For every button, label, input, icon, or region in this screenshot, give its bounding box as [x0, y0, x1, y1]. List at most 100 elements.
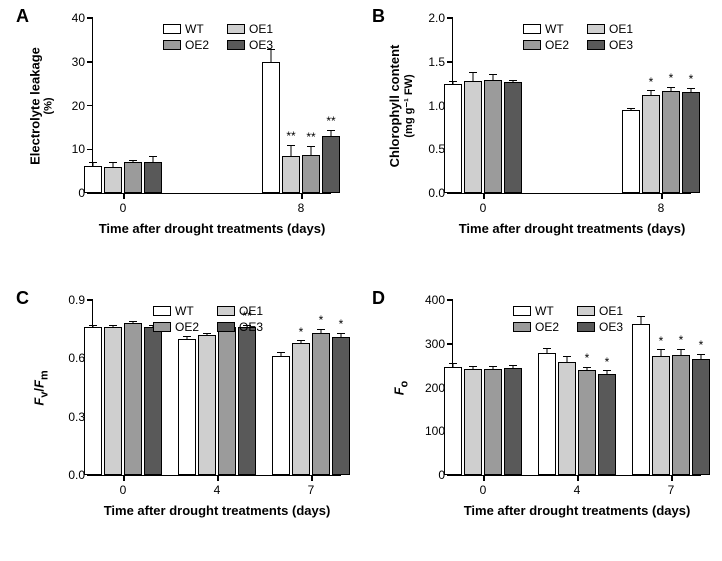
- panel-label-b: B: [372, 6, 385, 27]
- error-bar: [281, 353, 282, 357]
- error-bar: [311, 146, 312, 155]
- error-cap: [543, 348, 551, 349]
- legend: WTOE1OE2OE3: [153, 304, 277, 336]
- x-tick-label: 0: [120, 483, 127, 497]
- bar: [682, 92, 700, 193]
- y-axis-title: Fo: [392, 380, 411, 395]
- error-cap: [327, 130, 335, 131]
- error-bar: [493, 74, 494, 80]
- y-tick-label: 400: [425, 293, 445, 307]
- legend-label: OE1: [609, 22, 637, 36]
- error-cap: [317, 329, 325, 330]
- y-axis-title: Chlorophyll content(mg g⁻¹ FW): [387, 44, 415, 167]
- bar: [84, 327, 102, 475]
- legend: WTOE1OE2OE3: [163, 22, 287, 54]
- error-cap: [647, 90, 655, 91]
- bar: [632, 324, 650, 475]
- y-tick-label: 0.0: [428, 186, 445, 200]
- legend-swatch: [217, 306, 235, 316]
- error-cap: [657, 349, 665, 350]
- y-tick-label: 200: [425, 381, 445, 395]
- bar: [144, 327, 162, 475]
- x-tick: [311, 475, 313, 481]
- legend: WTOE1OE2OE3: [513, 304, 637, 336]
- x-tick: [217, 475, 219, 481]
- y-tick-label: 10: [72, 142, 85, 156]
- legend-swatch: [577, 322, 595, 332]
- error-cap: [277, 352, 285, 353]
- bar: [652, 356, 670, 475]
- y-tick: [447, 61, 453, 63]
- x-tick-label: 8: [658, 201, 665, 215]
- error-bar: [113, 163, 114, 167]
- error-bar: [331, 130, 332, 136]
- bar: [322, 136, 340, 193]
- y-tick-label: 30: [72, 55, 85, 69]
- bar: [504, 82, 522, 193]
- error-bar: [567, 357, 568, 362]
- y-tick-label: 2.0: [428, 11, 445, 25]
- error-cap: [129, 160, 137, 161]
- significance-marker: *: [679, 333, 684, 347]
- error-cap: [637, 316, 645, 317]
- error-cap: [449, 81, 457, 82]
- y-tick-label: 0.3: [68, 410, 85, 424]
- panel-label-a: A: [16, 6, 29, 27]
- error-bar: [473, 72, 474, 81]
- bar: [484, 80, 502, 193]
- legend-swatch: [217, 322, 235, 332]
- y-tick-label: 0.6: [68, 351, 85, 365]
- x-tick: [671, 475, 673, 481]
- x-axis-title: Time after drought treatments (days): [104, 503, 331, 518]
- bar: [104, 167, 122, 193]
- significance-marker: **: [306, 130, 315, 144]
- error-bar: [661, 350, 662, 356]
- y-axis-title: Fv/Fm: [32, 370, 51, 405]
- error-cap: [337, 333, 345, 334]
- x-tick-label: 8: [298, 201, 305, 215]
- significance-marker: *: [319, 313, 324, 327]
- legend-label: OE2: [545, 38, 573, 52]
- legend-swatch: [163, 24, 181, 34]
- legend-swatch: [227, 24, 245, 34]
- legend-swatch: [153, 322, 171, 332]
- bar: [558, 362, 576, 475]
- legend-label: WT: [185, 22, 213, 36]
- y-tick-label: 1.5: [428, 55, 445, 69]
- bar: [272, 356, 290, 475]
- bar: [672, 355, 690, 475]
- significance-marker: **: [326, 114, 335, 128]
- y-tick: [87, 105, 93, 107]
- bar: [538, 353, 556, 475]
- error-cap: [449, 363, 457, 364]
- error-cap: [509, 80, 517, 81]
- legend-swatch: [587, 24, 605, 34]
- bar: [124, 323, 142, 475]
- bar: [642, 95, 660, 193]
- legend-swatch: [587, 40, 605, 50]
- legend-label: OE2: [175, 320, 203, 334]
- legend-label: OE3: [599, 320, 627, 334]
- legend-swatch: [163, 40, 181, 50]
- significance-marker: *: [689, 72, 694, 86]
- error-cap: [109, 162, 117, 163]
- error-cap: [469, 72, 477, 73]
- bar: [444, 367, 462, 475]
- significance-marker: *: [669, 71, 674, 85]
- error-cap: [697, 354, 705, 355]
- error-cap: [489, 74, 497, 75]
- legend-label: OE3: [609, 38, 637, 52]
- x-tick: [577, 475, 579, 481]
- bar: [302, 155, 320, 193]
- panel-label-c: C: [16, 288, 29, 309]
- legend-swatch: [523, 40, 541, 50]
- x-tick-label: 7: [668, 483, 675, 497]
- chart-a: 010203040Electrolyte leakage(%)Time afte…: [92, 18, 331, 194]
- error-cap: [563, 356, 571, 357]
- error-cap: [627, 108, 635, 109]
- bar: [198, 335, 216, 475]
- bar: [504, 368, 522, 475]
- y-tick-label: 0.0: [68, 468, 85, 482]
- x-tick-label: 4: [574, 483, 581, 497]
- error-bar: [651, 91, 652, 95]
